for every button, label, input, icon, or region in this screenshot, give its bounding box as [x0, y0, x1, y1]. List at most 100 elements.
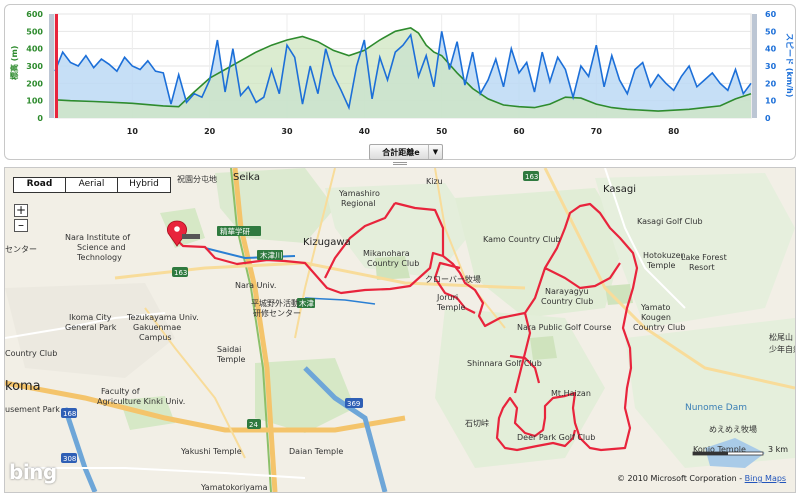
scale-label: 3 km	[768, 445, 789, 454]
road-label-seikagaku: 精華学研	[220, 226, 250, 236]
label-yamato-3: Country Club	[633, 323, 685, 332]
zoom-in-button[interactable]: +	[14, 203, 28, 217]
x-tick-label: 70	[591, 127, 603, 136]
left-axis-scroll-bar[interactable]	[49, 14, 54, 118]
speed-line	[54, 31, 752, 111]
label-narayagyu-1: Narayagyu	[545, 287, 589, 296]
label-deer-park: Deer Park Golf Club	[517, 433, 595, 442]
route-polyline[interactable]	[176, 201, 639, 452]
panel-resize-handle[interactable]	[393, 161, 407, 167]
label-konio: Konio Temple	[693, 445, 746, 454]
label-hotokuzen-1: Hotokuzen	[643, 251, 686, 260]
left-tick-label: 200	[26, 79, 43, 88]
map-type-road[interactable]: Road	[14, 178, 66, 192]
elevation-speed-chart-panel: 600 500 400 300 200 100 0 60 50 40 30 20 10 0 10 20 30…	[4, 4, 796, 160]
label-ikoma-2: General Park	[65, 323, 117, 332]
label-daian: Daian Temple	[289, 447, 343, 456]
route-map[interactable]: 163 163 168 308 369 24 精華学研 木津川 木津	[4, 167, 796, 493]
x-tick-label: 80	[668, 127, 680, 136]
label-yamato-2: Kougen	[641, 313, 671, 322]
label-clover: クローバー牧場	[425, 274, 481, 284]
label-shonen: 少年自然	[769, 344, 795, 354]
route-shield-24: 24	[249, 421, 258, 429]
route-shield-168: 168	[63, 410, 76, 418]
left-tick-label: 400	[26, 45, 43, 54]
label-heijo-2: 研修センター	[253, 308, 301, 318]
label-shinnara: Shinnara Golf Club	[467, 359, 542, 368]
x-tick-label: 20	[204, 127, 216, 136]
label-country-club: Country Club	[5, 349, 57, 358]
label-amusement-park: usement Park	[5, 405, 60, 414]
left-axis-ticks: 600 500 400 300 200 100 0	[26, 10, 43, 123]
label-tezuka-1: Tezukayama Univ.	[126, 313, 199, 322]
elevation-area	[55, 27, 751, 118]
label-nunome-dam: Nunome Dam	[685, 403, 747, 413]
label-tezuka-3: Campus	[139, 333, 172, 342]
x-tick-label: 60	[513, 127, 525, 136]
right-tick-label: 40	[765, 45, 777, 54]
left-tick-label: 0	[37, 114, 43, 123]
label-kizu-top: Kizu	[426, 177, 443, 186]
map-type-aerial[interactable]: Aerial	[66, 178, 118, 192]
route-shield-163: 163	[174, 269, 187, 277]
x-tick-label: 50	[436, 127, 448, 136]
map-type-hybrid[interactable]: Hybrid	[129, 179, 159, 189]
left-tick-label: 500	[26, 27, 43, 36]
zoom-out-button[interactable]: –	[14, 219, 28, 232]
label-regional: Regional	[341, 199, 376, 208]
right-tick-label: 30	[765, 62, 777, 71]
map-terrain	[5, 168, 795, 492]
bing-maps-link[interactable]: Bing Maps	[744, 474, 787, 483]
label-saidai-1: Saidai	[217, 345, 241, 354]
chevron-down-icon: ▼	[428, 145, 442, 159]
label-joruri-1: Joruri	[436, 293, 458, 302]
label-yakushi: Yakushi Temple	[180, 447, 242, 456]
route-shield-369: 369	[347, 400, 360, 408]
label-kasagi-golf: Kasagi Golf Club	[637, 217, 703, 226]
label-nara-univ: Nara Univ.	[235, 281, 276, 290]
label-matsuo: 松尾山	[769, 332, 793, 342]
label-naist-1: Nara Institute of	[65, 233, 130, 242]
label-hotokuzen-2: Temple	[646, 261, 676, 270]
right-axis-ticks: 60 50 40 30 20 10 0	[765, 10, 777, 123]
left-tick-label: 600	[26, 10, 43, 19]
road-label-kizu: 木津	[299, 298, 314, 308]
label-heijo-1: 平城野外活動	[251, 298, 299, 308]
x-tick-label: 30	[281, 127, 293, 136]
right-tick-label: 20	[765, 79, 777, 88]
label-yamashiro: Yamashiro	[338, 189, 380, 198]
label-yamatokoriyama: Yamatokoriyama	[200, 483, 268, 492]
right-axis-label: スピード (km/h)	[785, 33, 795, 97]
current-position-marker[interactable]	[55, 14, 58, 118]
label-ikoma-1: Ikoma City	[69, 313, 112, 322]
map-canvas[interactable]: 163 163 168 308 369 24 精華学研 木津川 木津	[5, 168, 795, 492]
right-tick-label: 50	[765, 27, 777, 36]
label-faculty-1: Faculty of	[101, 387, 140, 396]
label-mikanohara-2: Country Club	[367, 259, 419, 268]
label-mt-haizan: Mt.Haizan	[551, 389, 591, 398]
bing-logo: bing	[9, 460, 57, 484]
right-axis-scroll-bar[interactable]	[752, 14, 757, 118]
right-tick-label: 60	[765, 10, 777, 19]
distance-select-value: 合計距離e	[382, 147, 420, 157]
right-tick-label: 0	[765, 114, 771, 123]
elevation-line	[54, 27, 752, 112]
route-start-pin-icon[interactable]	[167, 220, 200, 247]
right-tick-label: 10	[765, 97, 777, 106]
distance-select[interactable]: 合計距離e ▼	[369, 144, 443, 160]
label-kizugawa: Kizugawa	[303, 237, 351, 248]
map-type-switcher: Road Aerial Hybrid	[13, 177, 171, 193]
label-mikanohara-1: Mikanohara	[363, 249, 410, 258]
x-axis-ticks: 10 20 30 40 50 60 70 80	[127, 127, 680, 136]
scale-bar	[692, 451, 764, 456]
label-ishikiri: 石切峠	[465, 418, 489, 428]
route-shield-308: 308	[63, 455, 76, 463]
x-tick-label: 10	[127, 127, 139, 136]
label-seika: Seika	[233, 172, 260, 183]
label-nara-public-golf: Nara Public Golf Course	[517, 323, 612, 332]
label-yamato-1: Yamato	[640, 303, 671, 312]
map-labels: Seika Kasagi Kizugawa Kizu Yamashiro Reg…	[5, 172, 795, 492]
x-tick-label: 40	[359, 127, 371, 136]
